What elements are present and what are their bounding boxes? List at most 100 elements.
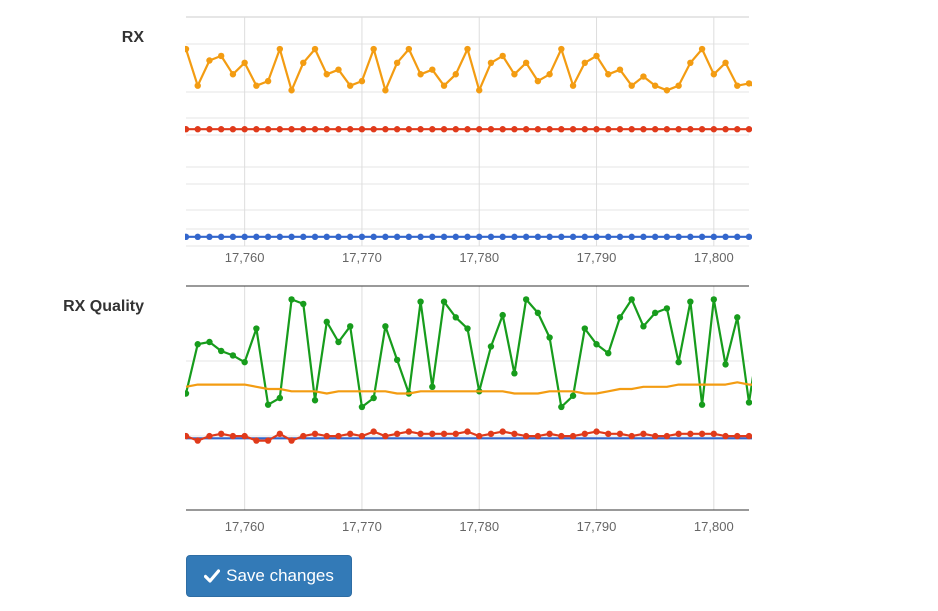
data-point bbox=[558, 45, 565, 53]
data-point bbox=[347, 233, 354, 241]
data-point bbox=[698, 45, 706, 53]
data-point bbox=[710, 233, 718, 241]
data-point bbox=[347, 430, 354, 438]
data-point bbox=[452, 430, 459, 438]
data-point bbox=[335, 126, 342, 133]
data-point bbox=[487, 430, 495, 438]
data-point bbox=[370, 394, 377, 402]
data-point bbox=[616, 233, 624, 241]
data-point bbox=[675, 233, 682, 241]
data-point bbox=[745, 399, 752, 406]
data-point bbox=[722, 233, 729, 241]
data-point bbox=[300, 432, 307, 440]
series-line bbox=[185, 381, 752, 395]
data-point bbox=[758, 433, 764, 439]
data-point bbox=[522, 296, 530, 303]
data-point bbox=[405, 126, 413, 133]
data-point bbox=[522, 432, 530, 440]
data-point bbox=[581, 233, 588, 241]
save-changes-button[interactable]: Save changes bbox=[186, 555, 352, 597]
data-point bbox=[311, 397, 319, 404]
data-point bbox=[605, 430, 612, 438]
data-point bbox=[370, 428, 377, 435]
data-point bbox=[335, 233, 342, 241]
data-point bbox=[476, 432, 483, 440]
data-point bbox=[264, 233, 272, 241]
data-point bbox=[185, 126, 190, 133]
data-point bbox=[651, 233, 659, 241]
data-point bbox=[687, 126, 694, 133]
data-point bbox=[241, 126, 248, 133]
data-point bbox=[185, 390, 190, 397]
data-point bbox=[546, 334, 553, 341]
data-point bbox=[687, 430, 694, 438]
data-point bbox=[710, 296, 718, 303]
data-point bbox=[464, 126, 471, 133]
data-point bbox=[628, 126, 635, 133]
data-point bbox=[323, 71, 330, 78]
data-point bbox=[276, 430, 284, 438]
data-point bbox=[347, 126, 354, 133]
data-point bbox=[569, 82, 577, 89]
data-point bbox=[253, 233, 260, 241]
data-point bbox=[745, 126, 752, 133]
data-point bbox=[710, 126, 718, 133]
data-point bbox=[534, 432, 542, 440]
data-point bbox=[323, 233, 330, 241]
series-2 bbox=[185, 233, 752, 241]
data-point bbox=[464, 233, 471, 241]
data-point bbox=[758, 87, 764, 93]
series-1 bbox=[185, 381, 752, 395]
data-point bbox=[640, 126, 647, 133]
data-point bbox=[288, 126, 295, 133]
data-point bbox=[194, 126, 201, 133]
data-point bbox=[382, 323, 389, 330]
data-point bbox=[358, 432, 366, 440]
data-point bbox=[558, 233, 565, 241]
data-point bbox=[710, 430, 718, 438]
data-point bbox=[546, 71, 553, 78]
data-point bbox=[687, 59, 694, 66]
data-point bbox=[417, 71, 424, 78]
rx-label: RX bbox=[121, 29, 144, 46]
data-point bbox=[675, 358, 682, 366]
data-point bbox=[476, 126, 483, 133]
data-point bbox=[417, 126, 424, 133]
data-point bbox=[769, 126, 775, 132]
data-point bbox=[264, 401, 272, 408]
data-point bbox=[663, 126, 671, 133]
data-point bbox=[323, 432, 330, 440]
data-point bbox=[628, 82, 635, 89]
data-point bbox=[511, 71, 518, 78]
data-point bbox=[276, 233, 284, 241]
data-point bbox=[194, 437, 201, 444]
data-point bbox=[288, 233, 295, 241]
data-point bbox=[452, 126, 459, 133]
data-point bbox=[522, 59, 530, 66]
data-point bbox=[229, 71, 237, 78]
data-point bbox=[347, 323, 354, 330]
data-point bbox=[370, 233, 377, 241]
data-point bbox=[241, 59, 248, 66]
data-point bbox=[605, 233, 612, 241]
data-point bbox=[476, 233, 483, 241]
data-point bbox=[288, 296, 295, 303]
data-point bbox=[452, 314, 459, 321]
data-point bbox=[229, 352, 237, 359]
data-point bbox=[675, 126, 682, 133]
data-point bbox=[185, 233, 190, 241]
data-point bbox=[393, 59, 401, 66]
data-point bbox=[593, 52, 600, 60]
data-point bbox=[640, 323, 647, 330]
data-point bbox=[558, 403, 565, 411]
data-point bbox=[288, 87, 295, 94]
data-point bbox=[605, 350, 612, 357]
data-point bbox=[405, 428, 413, 435]
data-point bbox=[311, 126, 319, 133]
data-point bbox=[651, 126, 659, 133]
data-point bbox=[616, 126, 624, 133]
data-point bbox=[522, 233, 530, 241]
data-point bbox=[487, 126, 495, 133]
data-point bbox=[429, 430, 436, 438]
